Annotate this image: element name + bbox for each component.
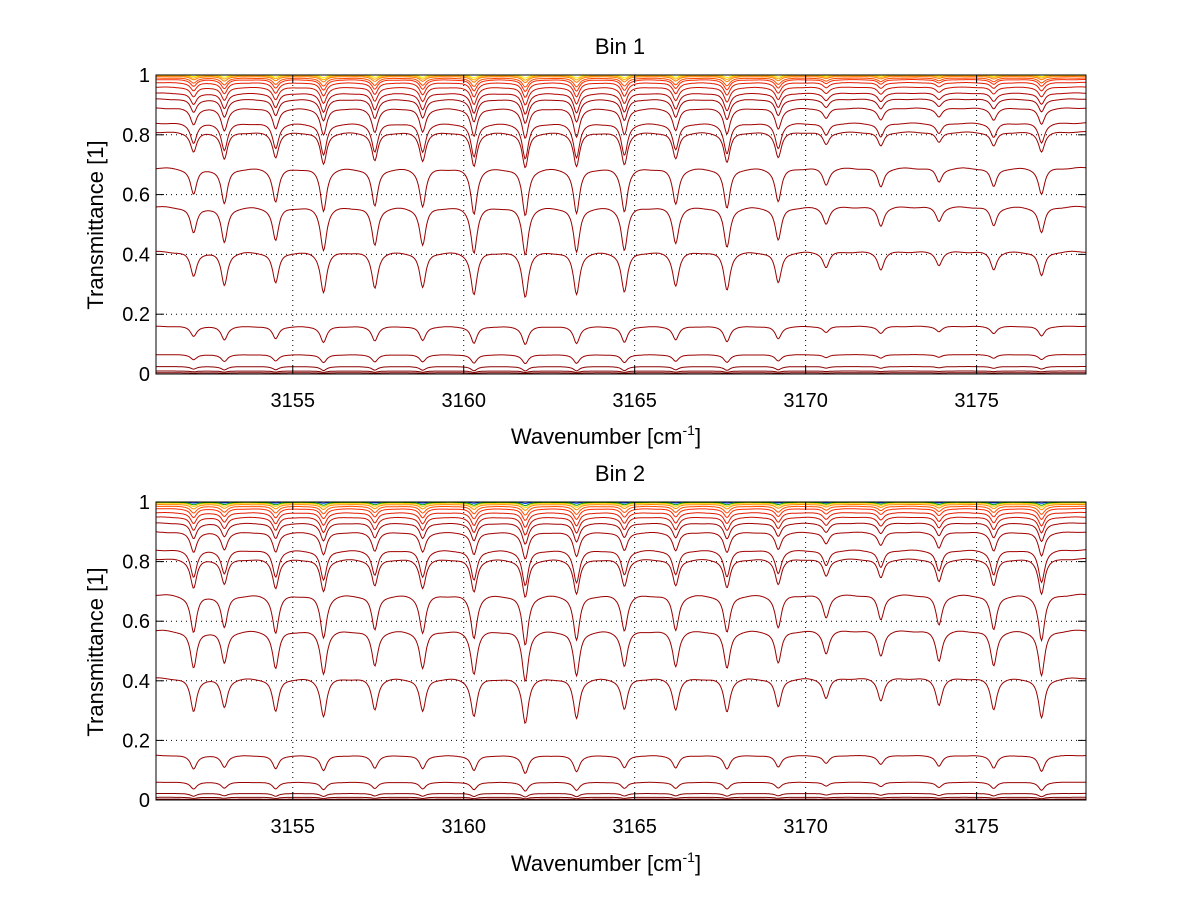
- bin-2-series-line-19: [156, 796, 1086, 800]
- bin-2-series-line-16: [156, 754, 1086, 775]
- bin-2-series-line-15: [156, 677, 1087, 725]
- bin-2-xlabel-close: ]: [695, 851, 701, 876]
- bin-2-series-line-6: [156, 508, 1086, 521]
- bin-1-series-line-17: [155, 354, 1086, 365]
- bin-2-xlabel: Wavenumber [cm-1]: [511, 849, 701, 876]
- bin-1-ticks: 3155 3160 3165 3170 3175 0 0.2 0.4 0.6 0.8 1: [122, 65, 1086, 412]
- bin-2-title: Bin 2: [595, 461, 645, 486]
- bin-1-series-group: [155, 74, 1087, 374]
- bin-1-xtick-label: 3155: [271, 390, 316, 412]
- bin-1-xtick-label: 3160: [441, 390, 486, 412]
- bin-1-ylabel: Transmittance [1]: [83, 140, 108, 309]
- bin-2-ytick-label: 0.2: [122, 730, 150, 752]
- bin-1-title: Bin 1: [595, 34, 645, 59]
- bin-1-series-line-19: [156, 370, 1086, 374]
- bin-1-series-line-11: [155, 122, 1087, 160]
- bin-2-ytick-label: 0.6: [122, 611, 150, 633]
- bin-2-ytick-label: 1: [139, 492, 150, 514]
- bin-1-series-line-13: [156, 166, 1087, 217]
- bin-1-series-line-9: [156, 98, 1086, 125]
- bin-2-series-line-7: [156, 511, 1086, 528]
- bin-1-xlabel-main: Wavenumber [cm: [511, 424, 683, 449]
- bin-1-xtick-label: 3175: [954, 390, 999, 412]
- bin-2-xtick-label: 3155: [271, 816, 316, 838]
- bin-1-xtick-label: 3170: [783, 390, 828, 412]
- bin-2-xtick-label: 3170: [783, 816, 828, 838]
- bin-2-series-line-8: [156, 516, 1086, 536]
- bin-2-ylabel: Transmittance [1]: [83, 567, 108, 736]
- bin-2-series-line-3: [156, 502, 1086, 509]
- bin-1-series-line-18: [156, 366, 1086, 372]
- bin-2-series-line-18: [156, 792, 1086, 798]
- bin-2-series-line-14: [155, 629, 1087, 683]
- bin-2-series-line-13: [155, 593, 1087, 646]
- bin-1-axes-box: [155, 74, 1087, 375]
- bin-1-ytick-label: 0.4: [122, 244, 150, 266]
- bin-2-ytick-label: 0.8: [122, 552, 150, 574]
- bin-1-series-line-4: [156, 77, 1087, 88]
- bin-2-series-line-12: [156, 558, 1086, 599]
- bin-2-series-line-17: [156, 781, 1087, 792]
- bin-2-series-line-11: [155, 549, 1087, 587]
- bin-2-series-line-9: [156, 522, 1086, 545]
- bin-1-xlabel: Wavenumber [cm-1]: [511, 422, 701, 449]
- bin-1-xlabel-close: ]: [695, 424, 701, 449]
- bin-1-ytick-label: 0.2: [122, 304, 150, 326]
- bin-2-series-line-20: [156, 798, 1086, 801]
- bin-2-ticks: 3155 3160 3165 3170 3175 0 0.2 0.4 0.6 0.8 1: [122, 492, 1086, 838]
- bin-2-xlabel-superscript: -1: [683, 849, 696, 865]
- bin-2-panel: Bin 2 3155 3160 3165 3170 3175 0 0.2 0.4 0.6 0.8 1…: [83, 461, 1087, 876]
- bin-1-series-line-6: [156, 81, 1086, 98]
- bin-1-series-line-2: [156, 75, 1086, 81]
- bin-2-xtick-label: 3160: [441, 816, 486, 838]
- bin-2-axes-box: [155, 501, 1087, 801]
- bin-1-ytick-label: 0.8: [122, 125, 150, 147]
- bin-1-ytick-label: 0: [139, 364, 150, 386]
- bin-2-series-line-5: [156, 505, 1086, 516]
- bin-1-panel: Bin 1 3155 3160 3165 3170 3175 0 0.2 0.4 0.6 0.8 1…: [83, 34, 1087, 449]
- bin-1-series-line-16: [155, 325, 1086, 346]
- bin-2-series-group: [155, 501, 1087, 801]
- bin-2-series-line-2: [156, 502, 1086, 507]
- bin-1-series-line-14: [155, 205, 1087, 256]
- bin-2-xlabel-main: Wavenumber [cm: [511, 851, 683, 876]
- bin-1-series-line-12: [156, 131, 1086, 169]
- bin-2-xtick-label: 3165: [612, 816, 657, 838]
- bin-1-series-line-7: [155, 86, 1086, 106]
- bin-1-ytick-label: 0.6: [122, 185, 150, 207]
- bin-2-gridlines: [156, 502, 1086, 800]
- bin-1-xlabel-superscript: -1: [683, 422, 696, 438]
- bin-2-ytick-label: 0: [139, 790, 150, 812]
- bin-1-series-line-5: [156, 78, 1086, 92]
- bin-1-series-line-8: [155, 92, 1087, 115]
- bin-2-xtick-label: 3175: [954, 816, 999, 838]
- bin-2-ytick-label: 0.4: [122, 671, 150, 693]
- bin-1-series-line-15: [156, 250, 1086, 298]
- bin-2-series-line-4: [156, 503, 1086, 511]
- bin-1-series-line-10: [155, 107, 1087, 140]
- bin-1-series-line-20: [156, 372, 1086, 374]
- bin-1-ytick-label: 1: [139, 65, 150, 87]
- bin-1-xtick-label: 3165: [612, 390, 657, 412]
- bin-1-series-line-3: [156, 76, 1086, 84]
- bin-2-series-line-10: [156, 531, 1087, 560]
